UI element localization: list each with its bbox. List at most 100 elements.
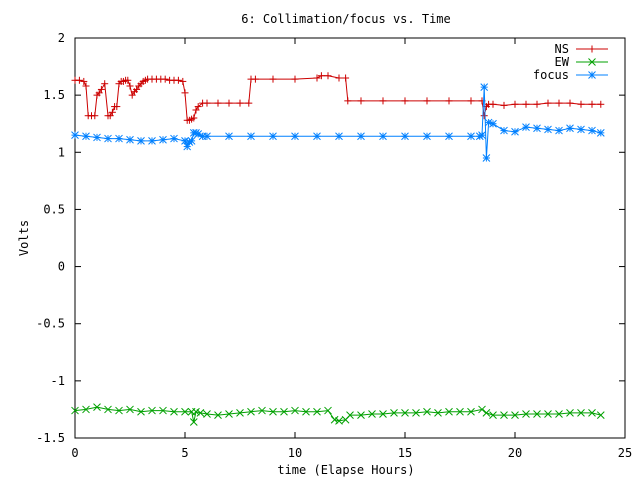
data-point bbox=[108, 108, 116, 116]
data-point bbox=[467, 407, 475, 416]
data-point bbox=[91, 112, 99, 120]
data-point bbox=[445, 407, 453, 416]
data-point bbox=[203, 132, 211, 141]
data-point bbox=[97, 85, 105, 93]
data-point bbox=[342, 74, 350, 82]
data-point bbox=[434, 409, 442, 417]
data-point bbox=[247, 132, 255, 141]
data-point bbox=[544, 125, 552, 134]
data-point bbox=[80, 77, 88, 85]
y-tick-label: 2 bbox=[58, 31, 65, 45]
data-point bbox=[291, 132, 299, 141]
data-point bbox=[555, 99, 563, 107]
data-point bbox=[251, 75, 259, 83]
data-point bbox=[478, 405, 486, 414]
data-point bbox=[423, 407, 431, 416]
chart-title: 6: Collimation/focus vs. Time bbox=[241, 12, 451, 26]
legend-marker bbox=[588, 71, 596, 79]
data-point bbox=[500, 411, 508, 419]
data-point bbox=[189, 418, 198, 426]
x-tick-label: 25 bbox=[618, 446, 632, 460]
data-point bbox=[500, 126, 508, 135]
data-point bbox=[170, 407, 178, 416]
data-point bbox=[596, 129, 605, 137]
data-point bbox=[247, 407, 255, 416]
x-axis-label: time (Elapse Hours) bbox=[277, 463, 414, 477]
data-point bbox=[522, 100, 530, 108]
data-point bbox=[269, 75, 277, 83]
y-tick-label: -0.5 bbox=[36, 317, 65, 331]
data-point bbox=[93, 133, 101, 142]
data-point bbox=[225, 132, 233, 141]
data-point bbox=[533, 124, 541, 133]
data-point bbox=[214, 411, 222, 419]
data-point bbox=[423, 97, 431, 105]
data-point bbox=[577, 125, 585, 134]
data-point bbox=[137, 407, 145, 416]
data-point bbox=[379, 132, 387, 141]
legend-label: focus bbox=[533, 68, 569, 82]
legend-marker bbox=[588, 45, 596, 53]
data-point bbox=[225, 99, 233, 107]
data-point bbox=[187, 137, 196, 145]
data-point bbox=[390, 409, 398, 417]
data-point bbox=[412, 409, 420, 417]
data-point bbox=[489, 411, 497, 419]
y-tick-label: -1.5 bbox=[36, 431, 65, 445]
series-focus bbox=[71, 83, 605, 162]
data-point bbox=[126, 405, 134, 414]
data-point bbox=[445, 97, 453, 105]
data-point bbox=[137, 137, 145, 145]
data-point bbox=[159, 406, 167, 415]
data-point bbox=[104, 405, 112, 414]
data-point bbox=[597, 100, 605, 108]
data-point bbox=[225, 410, 233, 418]
data-point bbox=[93, 403, 101, 411]
data-point bbox=[480, 112, 488, 120]
data-point bbox=[124, 76, 132, 84]
data-point bbox=[344, 97, 352, 105]
data-point bbox=[115, 134, 123, 143]
data-point bbox=[379, 410, 387, 418]
plot-frame bbox=[74, 37, 626, 439]
data-point bbox=[577, 100, 585, 108]
data-point bbox=[379, 97, 387, 105]
data-point bbox=[357, 411, 365, 419]
data-point bbox=[126, 82, 134, 90]
data-point bbox=[423, 132, 431, 141]
data-point bbox=[291, 406, 299, 415]
data-point bbox=[335, 132, 343, 141]
legend-item-ns: NS bbox=[555, 42, 608, 56]
x-tick-label: 10 bbox=[288, 446, 302, 460]
data-point bbox=[544, 410, 552, 418]
data-point bbox=[181, 89, 189, 97]
legend-item-ew: EW bbox=[555, 55, 608, 69]
data-point bbox=[203, 410, 211, 418]
data-point bbox=[115, 406, 123, 415]
data-point bbox=[148, 137, 156, 145]
axes: 0 5 10 15 20 25 -1.5 -1 -0.5 0 0.5 1 1.5 2 bbox=[36, 31, 632, 460]
data-point bbox=[577, 409, 585, 417]
data-point bbox=[291, 75, 299, 83]
data-point bbox=[104, 134, 112, 143]
legend-label: NS bbox=[555, 42, 569, 56]
series-ew bbox=[71, 403, 605, 426]
data-point bbox=[533, 100, 541, 108]
data-point bbox=[368, 410, 376, 418]
data-point bbox=[544, 99, 552, 107]
data-point bbox=[203, 99, 211, 107]
data-point bbox=[401, 132, 409, 141]
data-point bbox=[313, 407, 321, 416]
data-point bbox=[445, 132, 453, 141]
data-point bbox=[317, 72, 325, 80]
data-point bbox=[346, 411, 354, 419]
x-tick-label: 0 bbox=[71, 446, 78, 460]
data-point bbox=[511, 411, 519, 419]
y-tick-label: -1 bbox=[51, 374, 65, 388]
x-tick-label: 5 bbox=[181, 446, 188, 460]
x-tick-label: 20 bbox=[508, 446, 522, 460]
data-point bbox=[467, 132, 475, 141]
y-tick-label: 0 bbox=[58, 260, 65, 274]
